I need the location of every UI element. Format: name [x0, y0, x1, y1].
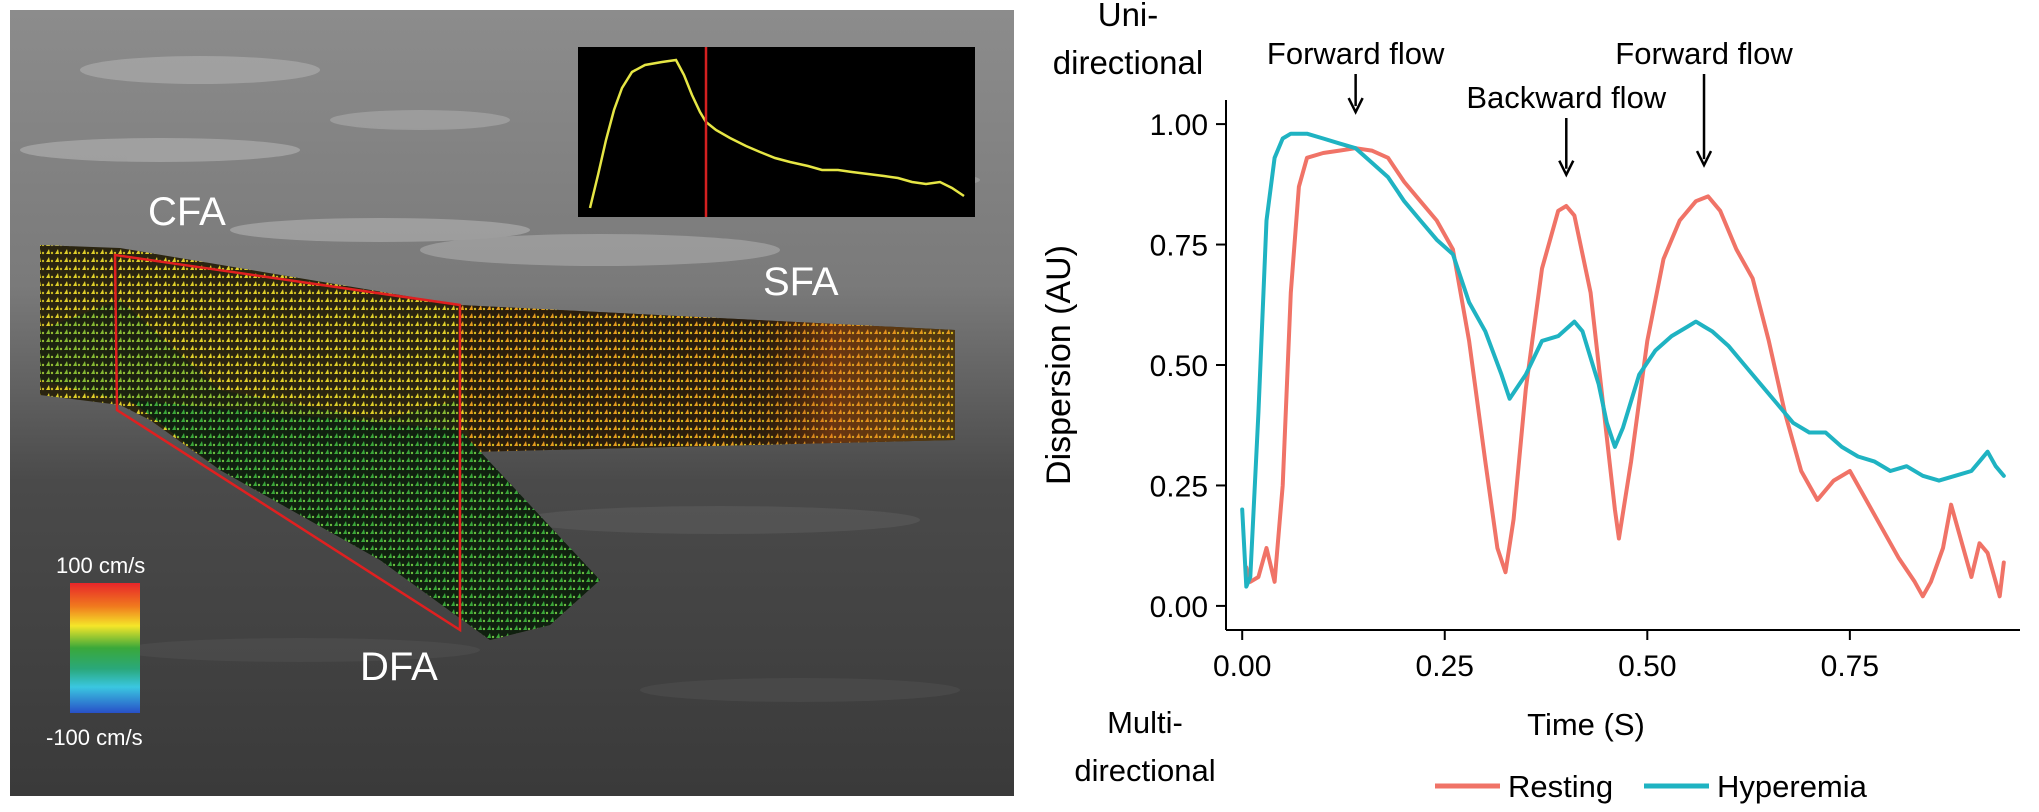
legend-label-resting: Resting: [1508, 769, 1613, 804]
x-axis-label: Time (S): [1527, 707, 1645, 742]
annotation-label: Forward flow: [1267, 36, 1445, 71]
y-axis-label: Dispersion (AU): [1040, 245, 1078, 485]
x-tick-label: 0.00: [1213, 650, 1271, 683]
chart-legend: Resting Hyperemia: [1435, 769, 1868, 804]
y-tick-label: 0.25: [1150, 470, 1208, 503]
colorbar-min-label: -100 cm/s: [46, 725, 143, 750]
y-tick-label: 0.50: [1150, 350, 1208, 383]
y-tick-label: 0.75: [1150, 230, 1208, 263]
dispersion-chart-panel: 0.00 0.25 0.50 0.75 1.00 0.00 0.25 0.50 0.75 Fo…: [1040, 0, 2039, 807]
legend-label-hyperemia: Hyperemia: [1717, 769, 1868, 804]
y-bottom-label-line2: directional: [1074, 753, 1215, 788]
ultrasound-panel: CFA SFA DFA 100 cm/s -100 cm/s: [0, 0, 1024, 807]
y-ticks: 0.00 0.25 0.50 0.75 1.00: [1150, 109, 1226, 624]
colorbar-gradient: [70, 583, 140, 713]
cfa-label: CFA: [148, 190, 226, 234]
dfa-label: DFA: [360, 645, 438, 689]
chart-axes: [1226, 100, 2020, 630]
ultrasound-figure: CFA SFA DFA 100 cm/s -100 cm/s: [0, 0, 1024, 807]
sfa-velocity-overlay: [460, 305, 955, 452]
y-top-label-line2: directional: [1053, 44, 1203, 81]
inset-waveform: [578, 47, 975, 217]
x-ticks: 0.00 0.25 0.50 0.75: [1213, 630, 1879, 683]
series-line-resting: [1246, 148, 2004, 596]
x-tick-label: 0.50: [1618, 650, 1676, 683]
x-tick-label: 0.25: [1416, 650, 1474, 683]
y-tick-label: 1.00: [1150, 109, 1208, 142]
annotation-label: Backward flow: [1466, 80, 1666, 115]
dispersion-chart: 0.00 0.25 0.50 0.75 1.00 0.00 0.25 0.50 0.75 Fo…: [1040, 0, 2039, 807]
y-bottom-label-line1: Multi-: [1107, 705, 1183, 740]
sfa-label: SFA: [763, 260, 839, 304]
colorbar-max-label: 100 cm/s: [56, 553, 145, 578]
chart-annotations: Forward flow Backward flow Forward flow: [1267, 36, 1793, 175]
chart-series: [1242, 134, 2004, 597]
x-tick-label: 0.75: [1821, 650, 1879, 683]
y-tick-label: 0.00: [1150, 591, 1208, 624]
y-top-label-line1: Uni-: [1098, 0, 1159, 33]
annotation-label: Forward flow: [1615, 36, 1793, 71]
